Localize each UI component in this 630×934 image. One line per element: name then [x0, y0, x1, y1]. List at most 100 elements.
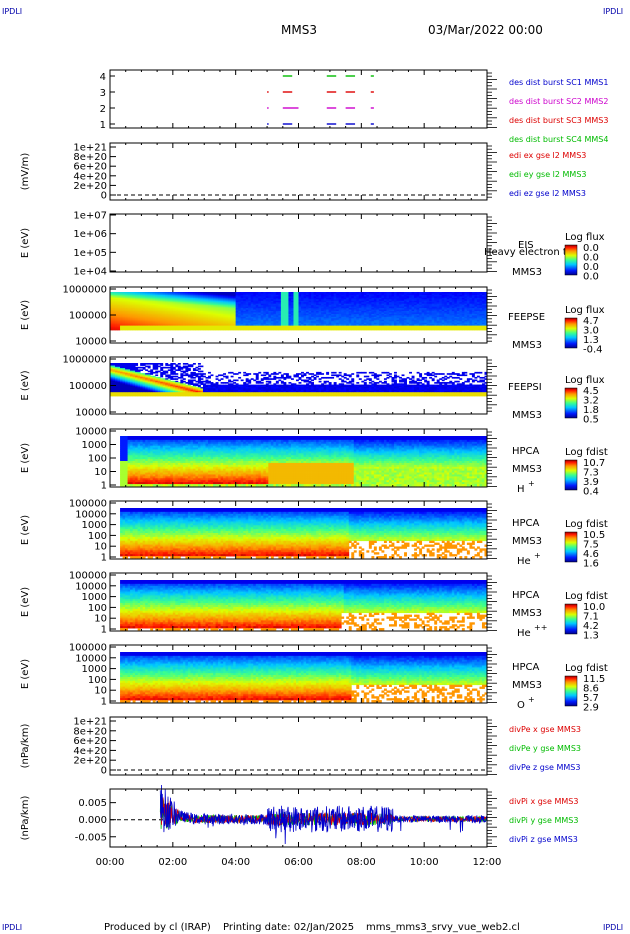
spectrogram-cell: [165, 372, 168, 374]
spectrogram-cell: [188, 329, 191, 331]
spectrogram-cell: [183, 367, 186, 369]
spectrogram-cell: [427, 329, 430, 331]
spectrogram-cell: [170, 329, 173, 331]
spectrogram-cell: [288, 329, 291, 331]
spectrogram-cell: [256, 329, 259, 331]
spectrogram-cell: [459, 329, 462, 331]
spectrogram-cell: [150, 373, 153, 375]
legend-entry: edi ez gse l2 MMS3: [509, 189, 586, 198]
spectrogram-cell: [143, 395, 146, 397]
spectrogram-cell: [185, 329, 188, 331]
spectrogram-cell: [173, 368, 176, 370]
spectrogram-cell: [188, 369, 191, 371]
date-title: 03/Mar/2022 00:00: [428, 23, 543, 37]
spectrogram-cell: [236, 329, 239, 331]
spectrogram-cell: [221, 329, 224, 331]
spectrogram-cell: [424, 329, 427, 331]
spectrogram-cell: [170, 378, 173, 380]
spectrogram-cell: [120, 395, 123, 397]
spectrogram-cell: [479, 329, 482, 331]
spectrogram-cell: [397, 329, 400, 331]
spectrogram-cell: [175, 395, 178, 397]
spectrogram-cell: [278, 329, 281, 331]
spectrogram-cell: [130, 329, 133, 331]
spectrogram-cell: [246, 329, 249, 331]
spectrogram-cell: [168, 329, 171, 331]
spectrogram-cell: [344, 329, 347, 331]
spectrogram-cell: [178, 369, 181, 371]
spectrogram-cell: [301, 329, 304, 331]
spectrogram-cell: [133, 329, 136, 331]
spectrogram-cell: [422, 329, 425, 331]
spectrogram-cell: [180, 395, 183, 397]
spectrogram-cell: [145, 366, 148, 368]
spectrogram-cell: [198, 329, 201, 331]
spectrogram-cell: [386, 329, 389, 331]
spectrogram-cell: [281, 329, 284, 331]
spectrogram-cell: [319, 329, 322, 331]
spectrogram-cell: [309, 329, 312, 331]
spectrogram-cell: [188, 395, 191, 397]
spectrogram-cell: [175, 373, 178, 375]
y-tick-label: 1000000: [62, 285, 107, 296]
spectrogram-cell: [170, 395, 173, 397]
spectrogram-cell: [173, 373, 176, 375]
spectrogram-cell: [173, 363, 176, 365]
spectrogram-cell: [168, 367, 171, 369]
spectrogram-cell: [130, 395, 133, 397]
y-tick-label: 4: [100, 72, 106, 83]
spectrogram-cell: [135, 395, 138, 397]
spectrogram-cell: [206, 329, 209, 331]
corner-label-bottom-left: IPDLI: [2, 923, 22, 932]
spectrogram-cell: [178, 395, 181, 397]
y-tick-label: 2: [100, 104, 106, 115]
colorbar-tick-label: -0.4: [583, 345, 603, 356]
spectrogram-cell: [190, 366, 193, 368]
spectrogram-cell: [241, 329, 244, 331]
footer-produced-by: Produced by cl (IRAP): [104, 922, 211, 933]
legend-entry: des dist burst SC4 MMS4: [509, 135, 608, 144]
legend-entry: des dist burst SC1 MMS1: [509, 78, 608, 87]
spectrogram-cell: [118, 395, 121, 397]
spectrogram-cell: [472, 329, 475, 331]
spectrogram-cell: [120, 329, 123, 331]
spectrogram-cell: [138, 395, 141, 397]
spectrogram-cell: [165, 367, 168, 369]
spectrogram-cell: [248, 329, 251, 331]
spectrogram-cell: [439, 329, 442, 331]
spectrogram-cell: [153, 368, 156, 370]
y-tick-label: 1e+06: [73, 229, 107, 240]
spectrogram-cell: [160, 369, 163, 371]
spectrogram-cell: [180, 368, 183, 370]
spectrogram-cell: [153, 329, 156, 331]
spectrogram-cell: [361, 329, 364, 331]
spectrogram-cell: [193, 329, 196, 331]
spectrogram-cell: [228, 329, 231, 331]
spectrogram-cell: [148, 363, 151, 365]
spectrogram-cell: [158, 371, 161, 373]
spectrogram-cell: [243, 329, 246, 331]
spectrogram-cell: [467, 329, 470, 331]
footer-filename: mms_mms3_srvy_vue_web2.cl: [366, 922, 520, 933]
spectrogram-cell: [261, 329, 264, 331]
spectrogram-cell: [437, 329, 440, 331]
spectrogram-cell: [346, 329, 349, 331]
spectrogram-cell: [407, 329, 410, 331]
spectrogram-cell: [190, 377, 193, 379]
spectrogram-cell: [208, 329, 211, 331]
spectrogram-cell: [185, 374, 188, 376]
spectrogram-cell: [482, 329, 485, 331]
spectrogram-cell: [474, 329, 477, 331]
spectrogram-cell: [190, 383, 193, 385]
spectrogram-cell: [180, 371, 183, 373]
spectrogram-cell: [125, 395, 128, 397]
spectrogram-cell: [150, 363, 153, 365]
spectrogram-cell: [296, 329, 299, 331]
spectrogram-cell: [251, 329, 254, 331]
spectrogram-cell: [349, 329, 352, 331]
spectrogram-cell: [143, 329, 146, 331]
spectrogram-cell: [200, 329, 203, 331]
colorbar-title: Log flux: [565, 305, 605, 316]
spectrogram-cell: [276, 329, 279, 331]
